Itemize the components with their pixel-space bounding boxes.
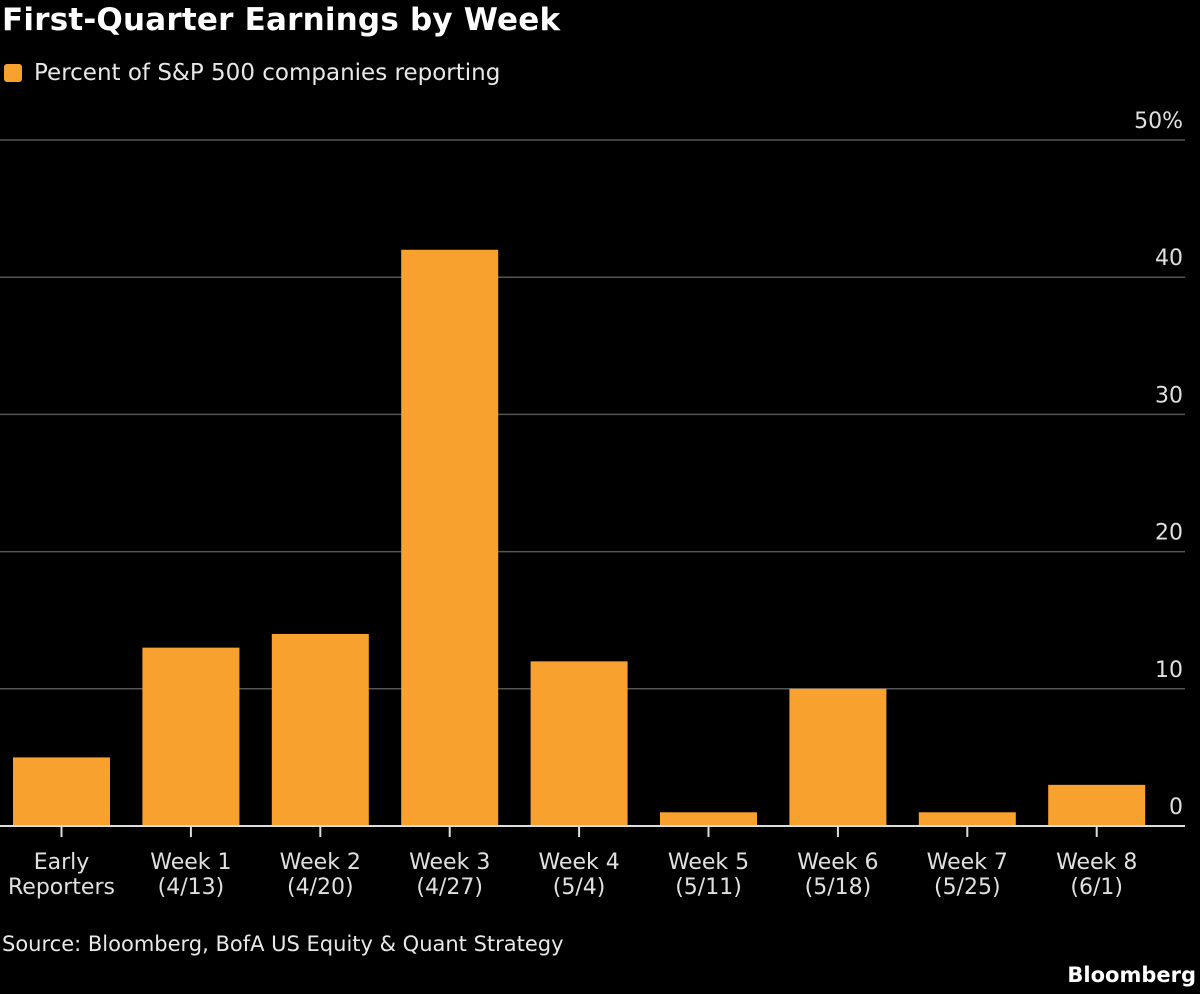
x-tick-label: (4/20) [287, 875, 354, 900]
y-tick-label: 50% [1134, 109, 1183, 134]
chart-title: First-Quarter Earnings by Week [2, 2, 561, 38]
x-tick-label: (5/4) [553, 875, 606, 900]
x-tick-label: Week 6 [797, 850, 878, 875]
x-tick-label: (5/11) [675, 875, 742, 900]
bar [660, 812, 757, 826]
bar [142, 647, 240, 826]
legend-label: Percent of S&P 500 companies reporting [34, 60, 501, 86]
x-tick-label: (5/18) [805, 875, 872, 900]
x-tick-label: (4/27) [416, 875, 483, 900]
brand-logo: Bloomberg [1067, 963, 1196, 987]
bar [789, 688, 887, 826]
legend: Percent of S&P 500 companies reporting [4, 60, 500, 86]
x-tick-label: Week 7 [927, 850, 1008, 875]
y-tick-label: 10 [1155, 658, 1183, 683]
x-tick-label: (6/1) [1070, 875, 1123, 900]
x-tick-label: (4/13) [158, 875, 225, 900]
bar [1048, 784, 1146, 826]
source-note: Source: Bloomberg, BofA US Equity & Quan… [2, 932, 564, 956]
bar [271, 633, 369, 826]
x-tick-label: Week 3 [409, 850, 490, 875]
bar [918, 812, 1016, 826]
x-tick-label: Week 8 [1056, 850, 1137, 875]
y-tick-label: 20 [1155, 521, 1183, 546]
x-tick-label: Week 1 [150, 850, 231, 875]
bar [401, 249, 499, 826]
x-tick-label: Week 4 [538, 850, 619, 875]
bar [530, 661, 628, 826]
x-tick-label: Reporters [8, 875, 115, 900]
legend-swatch [4, 64, 22, 82]
x-tick-label: Early [34, 850, 90, 875]
y-tick-label: 0 [1169, 795, 1183, 820]
x-tick-label: Week 2 [280, 850, 361, 875]
y-tick-label: 30 [1155, 383, 1183, 408]
x-tick-label: (5/25) [934, 875, 1001, 900]
y-tick-label: 40 [1155, 246, 1183, 271]
x-tick-label: Week 5 [668, 850, 749, 875]
bar [13, 757, 110, 826]
